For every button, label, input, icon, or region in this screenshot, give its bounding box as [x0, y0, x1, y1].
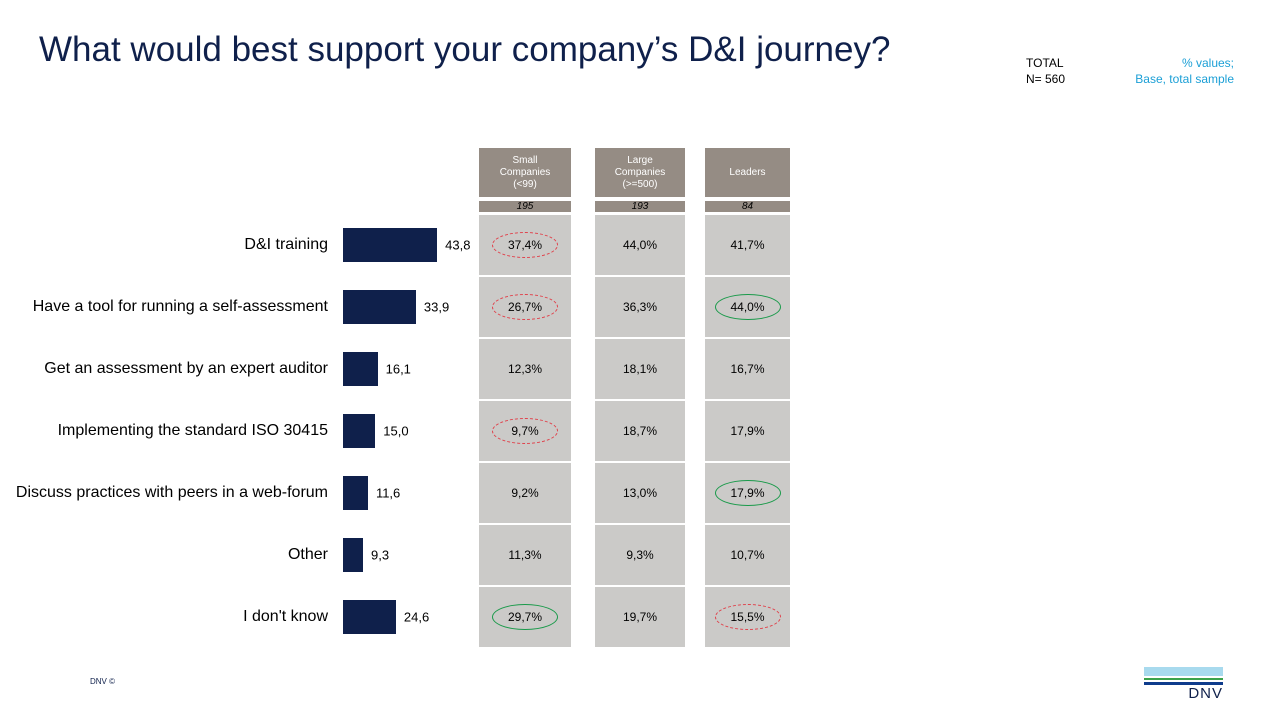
table-cell: 37,4% — [479, 215, 571, 275]
table-cell: 44,0% — [705, 277, 790, 337]
table-cell: 12,3% — [479, 339, 571, 399]
column-header: Large Companies (>=500) — [595, 148, 685, 197]
page-title: What would best support your company’s D… — [39, 30, 891, 69]
table-cell: 10,7% — [705, 525, 790, 585]
bar-value-label: 43,8 — [445, 237, 471, 253]
column-header-line: (>=500) — [622, 178, 658, 190]
significantly-lower-marker — [492, 232, 558, 258]
bar — [343, 414, 376, 448]
bar — [343, 600, 396, 634]
cell-value: 13,0% — [622, 486, 658, 500]
column-header-line: Small — [512, 154, 538, 166]
cell-value: 16,7% — [730, 362, 765, 376]
bar-value-label: 16,1 — [385, 361, 411, 377]
note-line-2: Base, total sample — [1135, 72, 1234, 86]
cell-value: 11,3% — [508, 548, 542, 562]
bar — [343, 290, 416, 324]
column-header-line: Companies — [614, 166, 666, 178]
bar — [343, 538, 363, 572]
cell-value: 18,7% — [622, 424, 658, 438]
column-header-line: Large — [627, 154, 653, 166]
category-label: Implementing the standard ISO 30415 — [57, 422, 328, 439]
column-base-n: 195 — [479, 201, 571, 212]
column-header: Small Companies (<99) — [479, 148, 571, 197]
category-label: Discuss practices with peers in a web-fo… — [15, 484, 328, 501]
category-label: I don't know — [243, 608, 328, 625]
category-label: Have a tool for running a self-assessmen… — [32, 298, 328, 315]
total-sample: TOTAL N= 560 — [1026, 55, 1065, 87]
bar — [343, 476, 368, 510]
table-cell: 41,7% — [705, 215, 790, 275]
bar-value-label: 24,6 — [403, 609, 430, 625]
base-note: % values; Base, total sample — [1135, 55, 1234, 87]
column-header-line: (<99) — [513, 178, 537, 190]
category-label: Get an assessment by an expert auditor — [44, 360, 328, 377]
table-cell: 36,3% — [595, 277, 685, 337]
cell-value: 9,3% — [626, 548, 654, 562]
footer-copyright: DNV © — [90, 677, 116, 686]
category-label: Other — [287, 546, 328, 563]
note-line-1: % values; — [1181, 56, 1234, 70]
table-cell: 18,7% — [595, 401, 685, 461]
table-cell: 17,9% — [705, 401, 790, 461]
table-cell: 29,7% — [479, 587, 571, 647]
bar-value-label: 33,9 — [423, 299, 450, 315]
significantly-lower-marker — [492, 294, 558, 320]
table-cell: 19,7% — [595, 587, 685, 647]
cell-value: 12,3% — [507, 362, 543, 376]
table-cell: 9,7% — [479, 401, 571, 461]
dnv-logo: DNV — [1144, 667, 1223, 703]
bar-value-label: 11,6 — [375, 485, 401, 501]
column-header: Leaders — [705, 148, 790, 197]
cell-value: 17,9% — [730, 424, 765, 438]
cell-value: 18,1% — [622, 362, 658, 376]
column-base-n: 84 — [705, 201, 790, 212]
bar-value-label: 15,0 — [383, 423, 409, 439]
cell-value: 9,2% — [511, 486, 539, 500]
table-cell: 18,1% — [595, 339, 685, 399]
cell-value: 36,3% — [622, 300, 658, 314]
bar-value-label: 9,3 — [370, 547, 390, 563]
cell-value: 19,7% — [622, 610, 658, 624]
table-cell: 26,7% — [479, 277, 571, 337]
significantly-higher-marker — [714, 480, 781, 506]
cell-value: 10,7% — [730, 548, 765, 562]
table-cell: 15,5% — [705, 587, 790, 647]
cell-value: 41,7% — [730, 238, 765, 252]
significantly-higher-marker — [492, 604, 558, 630]
significantly-lower-marker — [492, 418, 558, 444]
category-label: D&I training — [244, 236, 328, 253]
significantly-higher-marker — [714, 294, 781, 320]
table-cell: 16,7% — [705, 339, 790, 399]
column-header-line: Leaders — [729, 166, 766, 178]
total-label: TOTAL — [1026, 56, 1064, 70]
bar — [343, 228, 438, 262]
table-cell: 9,3% — [595, 525, 685, 585]
significantly-lower-marker — [714, 604, 781, 630]
table-cell: 17,9% — [705, 463, 790, 523]
total-n: N= 560 — [1026, 72, 1066, 86]
column-base-n: 193 — [595, 201, 685, 212]
cell-value: 44,0% — [622, 238, 658, 252]
table-cell: 11,3% — [479, 525, 571, 585]
column-header-line: Companies — [499, 166, 551, 178]
bar — [343, 352, 378, 386]
table-cell: 9,2% — [479, 463, 571, 523]
table-cell: 13,0% — [595, 463, 685, 523]
table-cell: 44,0% — [595, 215, 685, 275]
